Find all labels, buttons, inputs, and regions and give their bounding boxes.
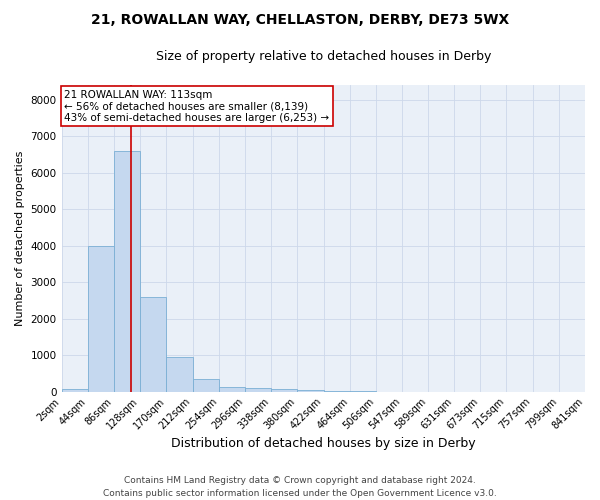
Text: 21, ROWALLAN WAY, CHELLASTON, DERBY, DE73 5WX: 21, ROWALLAN WAY, CHELLASTON, DERBY, DE7… — [91, 12, 509, 26]
Bar — [62, 388, 88, 392]
Bar — [245, 388, 271, 392]
X-axis label: Distribution of detached houses by size in Derby: Distribution of detached houses by size … — [171, 437, 476, 450]
Bar — [298, 390, 323, 392]
Bar — [193, 379, 219, 392]
Bar — [271, 389, 298, 392]
Bar — [114, 150, 140, 392]
Y-axis label: Number of detached properties: Number of detached properties — [15, 150, 25, 326]
Bar — [140, 296, 166, 392]
Text: Contains HM Land Registry data © Crown copyright and database right 2024.
Contai: Contains HM Land Registry data © Crown c… — [103, 476, 497, 498]
Bar — [166, 357, 193, 392]
Bar — [219, 387, 245, 392]
Title: Size of property relative to detached houses in Derby: Size of property relative to detached ho… — [155, 50, 491, 63]
Text: 21 ROWALLAN WAY: 113sqm
← 56% of detached houses are smaller (8,139)
43% of semi: 21 ROWALLAN WAY: 113sqm ← 56% of detache… — [64, 90, 329, 123]
Bar — [88, 246, 114, 392]
